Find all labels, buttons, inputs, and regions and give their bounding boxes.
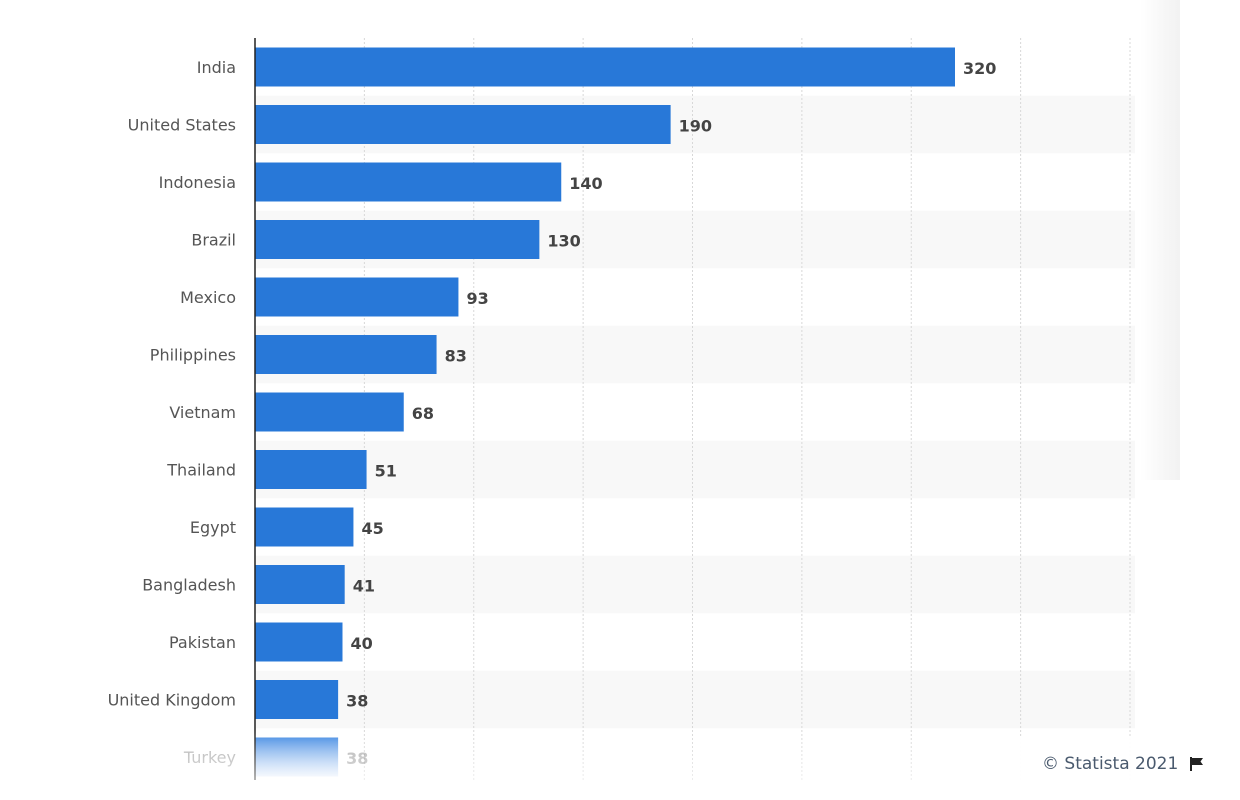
category-label: Vietnam: [169, 403, 236, 422]
category-label: Bangladesh: [142, 576, 236, 595]
value-label: 38: [346, 749, 368, 768]
statista-credit[interactable]: © Statista 2021: [1020, 738, 1220, 790]
category-label: India: [197, 58, 236, 77]
value-label: 40: [351, 634, 373, 653]
category-label: United Kingdom: [108, 691, 236, 710]
category-label: Egypt: [190, 518, 236, 537]
row-band: [255, 440, 1135, 499]
value-label: 38: [346, 692, 368, 711]
bar-united-kingdom[interactable]: [255, 680, 339, 719]
category-label: Philippines: [150, 346, 236, 365]
bar-indonesia[interactable]: [255, 162, 562, 202]
category-label: Turkey: [183, 748, 236, 767]
value-label: 190: [679, 117, 712, 136]
bars: [255, 47, 955, 777]
value-label: 320: [963, 59, 996, 78]
category-label: United States: [128, 116, 236, 135]
value-label: 130: [547, 232, 580, 251]
credit-text: © Statista 2021: [1042, 754, 1179, 774]
category-label: Indonesia: [159, 173, 236, 192]
bar-thailand[interactable]: [255, 450, 367, 489]
row-band: [255, 670, 1135, 729]
value-label: 93: [466, 289, 488, 308]
bar-egypt[interactable]: [255, 507, 354, 547]
value-label: 140: [569, 174, 602, 193]
bar-turkey[interactable]: [255, 737, 339, 777]
bar-philippines[interactable]: [255, 335, 437, 374]
category-label: Thailand: [166, 461, 236, 480]
bar-united-states[interactable]: [255, 105, 671, 144]
bar-vietnam[interactable]: [255, 392, 404, 432]
value-label: 83: [445, 347, 467, 366]
bar-mexico[interactable]: [255, 277, 459, 317]
category-label: Pakistan: [169, 633, 236, 652]
value-label: 68: [412, 404, 434, 423]
bar-india[interactable]: [255, 47, 955, 87]
row-bands: [255, 95, 1135, 729]
bar-brazil[interactable]: [255, 220, 540, 259]
category-label: Brazil: [191, 231, 236, 250]
category-label: Mexico: [180, 288, 236, 307]
category-labels: India United States Indonesia Brazil Mexico P…: [108, 58, 236, 767]
value-label: 51: [375, 462, 397, 481]
value-label: 41: [353, 577, 375, 596]
value-label: 45: [361, 519, 383, 538]
bar-bangladesh[interactable]: [255, 565, 345, 604]
bar-pakistan[interactable]: [255, 622, 343, 662]
row-band: [255, 555, 1135, 614]
flag-icon: [1188, 755, 1206, 773]
